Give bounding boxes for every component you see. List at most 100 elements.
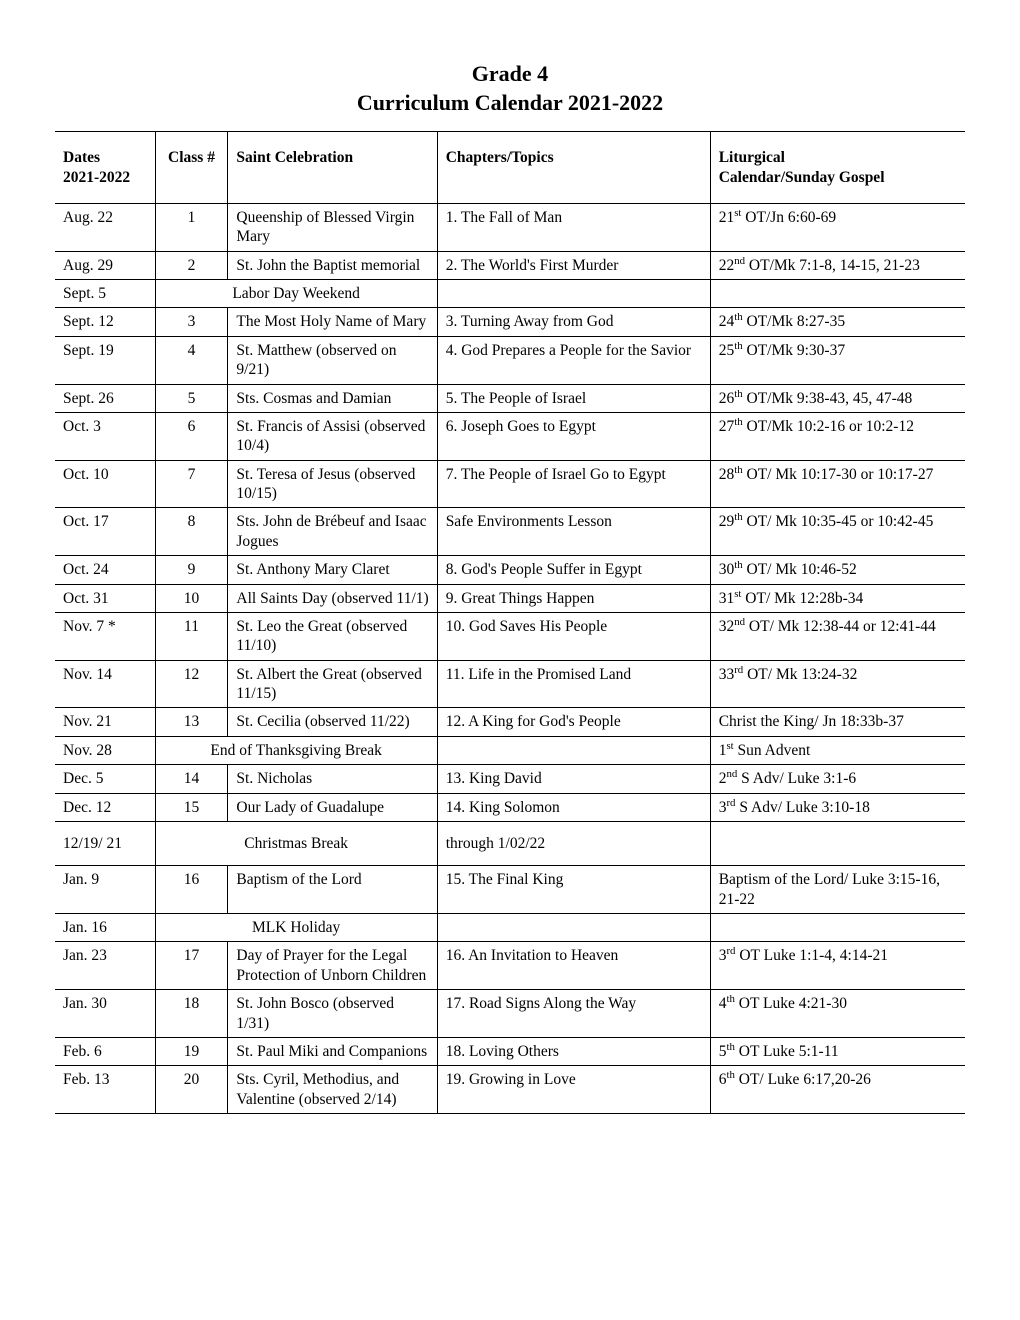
cell-liturgical: 3rd OT Luke 1:1-4, 4:14-21 bbox=[710, 942, 965, 990]
cell-saint: St. Nicholas bbox=[228, 765, 437, 793]
cell-chapter: 4. God Prepares a People for the Savior bbox=[437, 336, 710, 384]
cell-saint: Sts. Cosmas and Damian bbox=[228, 384, 437, 412]
cell-liturgical: 25th OT/Mk 9:30-37 bbox=[710, 336, 965, 384]
cell-saint: Sts. John de Brébeuf and Isaac Jogues bbox=[228, 508, 437, 556]
table-row: Nov. 1412St. Albert the Great (observed … bbox=[55, 660, 965, 708]
cell-chapter: 8. God's People Suffer in Egypt bbox=[437, 556, 710, 584]
cell-saint: St. Teresa of Jesus (observed 10/15) bbox=[228, 460, 437, 508]
cell-class: 14 bbox=[155, 765, 228, 793]
cell-liturgical: 22nd OT/Mk 7:1-8, 14-15, 21-23 bbox=[710, 251, 965, 279]
cell-saint: St. Cecilia (observed 11/22) bbox=[228, 708, 437, 736]
cell-liturgical: 33rd OT/ Mk 13:24-32 bbox=[710, 660, 965, 708]
cell-saint: St. Leo the Great (observed 11/10) bbox=[228, 612, 437, 660]
cell-chapter: 19. Growing in Love bbox=[437, 1066, 710, 1114]
cell-date: Jan. 16 bbox=[55, 914, 155, 942]
cell-chapter: 11. Life in the Promised Land bbox=[437, 660, 710, 708]
cell-chapter: 9. Great Things Happen bbox=[437, 584, 710, 612]
cell-saint: St. Matthew (observed on 9/21) bbox=[228, 336, 437, 384]
header-dates-l1: Dates bbox=[63, 149, 100, 166]
cell-chapter: 7. The People of Israel Go to Egypt bbox=[437, 460, 710, 508]
cell-saint: St. Anthony Mary Claret bbox=[228, 556, 437, 584]
cell-liturgical: 24th OT/Mk 8:27-35 bbox=[710, 308, 965, 336]
cell-saint: St. Francis of Assisi (observed 10/4) bbox=[228, 412, 437, 460]
cell-class: 15 bbox=[155, 793, 228, 821]
cell-date: Jan. 30 bbox=[55, 990, 155, 1038]
header-liturgical: Liturgical Calendar/Sunday Gospel bbox=[710, 132, 965, 204]
table-row: Sept. 265Sts. Cosmas and Damian5. The Pe… bbox=[55, 384, 965, 412]
cell-chapter: Safe Environments Lesson bbox=[437, 508, 710, 556]
table-row: Feb. 619St. Paul Miki and Companions18. … bbox=[55, 1037, 965, 1065]
cell-date: Oct. 31 bbox=[55, 584, 155, 612]
cell-liturgical: 5th OT Luke 5:1-11 bbox=[710, 1037, 965, 1065]
cell-date: Nov. 7 * bbox=[55, 612, 155, 660]
cell-saint: The Most Holy Name of Mary bbox=[228, 308, 437, 336]
cell-saint: St. Albert the Great (observed 11/15) bbox=[228, 660, 437, 708]
cell-class: 2 bbox=[155, 251, 228, 279]
cell-class: 19 bbox=[155, 1037, 228, 1065]
cell-chapter: 3. Turning Away from God bbox=[437, 308, 710, 336]
cell-saint: Our Lady of Guadalupe bbox=[228, 793, 437, 821]
cell-liturgical bbox=[710, 280, 965, 308]
cell-date: Oct. 17 bbox=[55, 508, 155, 556]
cell-date: Jan. 23 bbox=[55, 942, 155, 990]
cell-date: Nov. 14 bbox=[55, 660, 155, 708]
table-row: Jan. 3018St. John Bosco (observed 1/31)1… bbox=[55, 990, 965, 1038]
cell-date: Sept. 12 bbox=[55, 308, 155, 336]
cell-date: Sept. 26 bbox=[55, 384, 155, 412]
table-row: Oct. 178Sts. John de Brébeuf and Isaac J… bbox=[55, 508, 965, 556]
table-row: Feb. 1320Sts. Cyril, Methodius, and Vale… bbox=[55, 1066, 965, 1114]
cell-chapter: 17. Road Signs Along the Way bbox=[437, 990, 710, 1038]
cell-chapter: 15. The Final King bbox=[437, 866, 710, 914]
cell-span-note: Labor Day Weekend bbox=[155, 280, 437, 308]
cell-saint: St. John the Baptist memorial bbox=[228, 251, 437, 279]
cell-chapter: 2. The World's First Murder bbox=[437, 251, 710, 279]
table-row: Nov. 28End of Thanksgiving Break1st Sun … bbox=[55, 736, 965, 764]
table-row: Sept. 5Labor Day Weekend bbox=[55, 280, 965, 308]
header-saint: Saint Celebration bbox=[228, 132, 437, 204]
cell-date: Aug. 29 bbox=[55, 251, 155, 279]
cell-saint: Sts. Cyril, Methodius, and Valentine (ob… bbox=[228, 1066, 437, 1114]
cell-saint: St. John Bosco (observed 1/31) bbox=[228, 990, 437, 1038]
title-line-2: Curriculum Calendar 2021-2022 bbox=[357, 90, 663, 115]
cell-date: Nov. 21 bbox=[55, 708, 155, 736]
cell-liturgical: 1st Sun Advent bbox=[710, 736, 965, 764]
table-row: Aug. 292St. John the Baptist memorial2. … bbox=[55, 251, 965, 279]
cell-class: 3 bbox=[155, 308, 228, 336]
cell-chapter: 16. An Invitation to Heaven bbox=[437, 942, 710, 990]
table-row: Dec. 514St. Nicholas13. King David2nd S … bbox=[55, 765, 965, 793]
cell-date: Sept. 5 bbox=[55, 280, 155, 308]
cell-class: 10 bbox=[155, 584, 228, 612]
cell-saint: Queenship of Blessed Virgin Mary bbox=[228, 203, 437, 251]
title-line-1: Grade 4 bbox=[472, 61, 548, 86]
cell-class: 18 bbox=[155, 990, 228, 1038]
cell-liturgical: 27th OT/Mk 10:2-16 or 10:2-12 bbox=[710, 412, 965, 460]
cell-liturgical: 3rd S Adv/ Luke 3:10-18 bbox=[710, 793, 965, 821]
table-row: Jan. 2317Day of Prayer for the Legal Pro… bbox=[55, 942, 965, 990]
cell-class: 9 bbox=[155, 556, 228, 584]
cell-chapter: 14. King Solomon bbox=[437, 793, 710, 821]
cell-span-note: End of Thanksgiving Break bbox=[155, 736, 437, 764]
table-row: Oct. 107St. Teresa of Jesus (observed 10… bbox=[55, 460, 965, 508]
cell-saint: All Saints Day (observed 11/1) bbox=[228, 584, 437, 612]
cell-class: 17 bbox=[155, 942, 228, 990]
table-row: Jan. 16MLK Holiday bbox=[55, 914, 965, 942]
cell-class: 13 bbox=[155, 708, 228, 736]
cell-date: Feb. 6 bbox=[55, 1037, 155, 1065]
header-chapters: Chapters/Topics bbox=[437, 132, 710, 204]
cell-liturgical: 31st OT/ Mk 12:28b-34 bbox=[710, 584, 965, 612]
cell-chapter bbox=[437, 914, 710, 942]
cell-date: Oct. 3 bbox=[55, 412, 155, 460]
cell-class: 7 bbox=[155, 460, 228, 508]
cell-class: 8 bbox=[155, 508, 228, 556]
cell-class: 5 bbox=[155, 384, 228, 412]
cell-liturgical bbox=[710, 821, 965, 865]
table-row: Oct. 36St. Francis of Assisi (observed 1… bbox=[55, 412, 965, 460]
header-row: Dates 2021-2022 Class # Saint Celebratio… bbox=[55, 132, 965, 204]
cell-date: Oct. 24 bbox=[55, 556, 155, 584]
header-liturgical-l2: Calendar/Sunday Gospel bbox=[719, 169, 885, 186]
cell-liturgical: 32nd OT/ Mk 12:38-44 or 12:41-44 bbox=[710, 612, 965, 660]
cell-span-note: Christmas Break bbox=[155, 821, 437, 865]
cell-class: 20 bbox=[155, 1066, 228, 1114]
cell-span-note: MLK Holiday bbox=[155, 914, 437, 942]
cell-class: 11 bbox=[155, 612, 228, 660]
